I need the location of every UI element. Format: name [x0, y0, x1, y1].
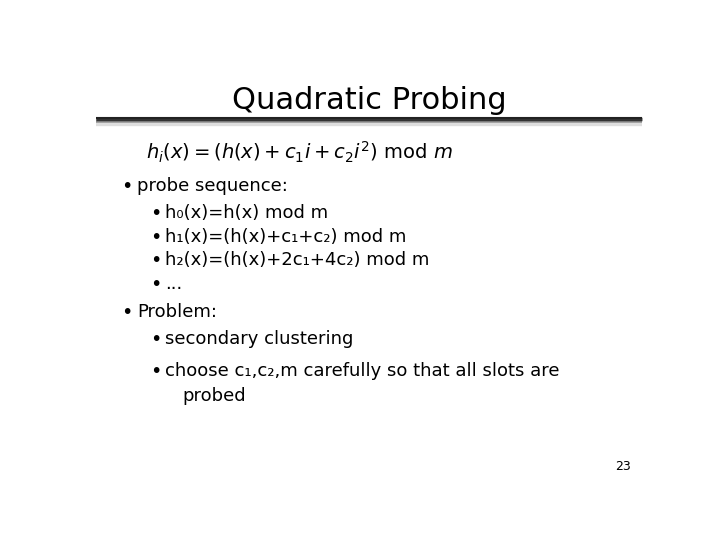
Text: secondary clustering: secondary clustering: [166, 329, 354, 348]
Text: •: •: [150, 252, 161, 271]
Text: $h_i(x) = (h(x) + c_1 i + c_2 i^2) \mathrm{\ mod\ } m$: $h_i(x) = (h(x) + c_1 i + c_2 i^2) \math…: [145, 140, 452, 165]
Text: ...: ...: [166, 275, 183, 293]
Text: •: •: [150, 275, 161, 294]
Text: 23: 23: [616, 460, 631, 473]
Text: probed: probed: [182, 387, 246, 405]
Text: h₀(x)=h(x) mod m: h₀(x)=h(x) mod m: [166, 204, 328, 222]
Text: h₂(x)=(h(x)+2c₁+4c₂) mod m: h₂(x)=(h(x)+2c₁+4c₂) mod m: [166, 252, 430, 269]
Text: •: •: [150, 329, 161, 349]
Text: •: •: [150, 362, 161, 381]
Text: •: •: [150, 228, 161, 247]
Text: choose c₁,c₂,m carefully so that all slots are: choose c₁,c₂,m carefully so that all slo…: [166, 362, 560, 380]
Text: h₁(x)=(h(x)+c₁+c₂) mod m: h₁(x)=(h(x)+c₁+c₂) mod m: [166, 228, 407, 246]
Text: Problem:: Problem:: [138, 302, 217, 321]
Text: Quadratic Probing: Quadratic Probing: [232, 85, 506, 114]
Text: •: •: [121, 302, 132, 322]
Text: probe sequence:: probe sequence:: [138, 177, 288, 195]
Text: •: •: [121, 177, 132, 196]
Text: •: •: [150, 204, 161, 223]
